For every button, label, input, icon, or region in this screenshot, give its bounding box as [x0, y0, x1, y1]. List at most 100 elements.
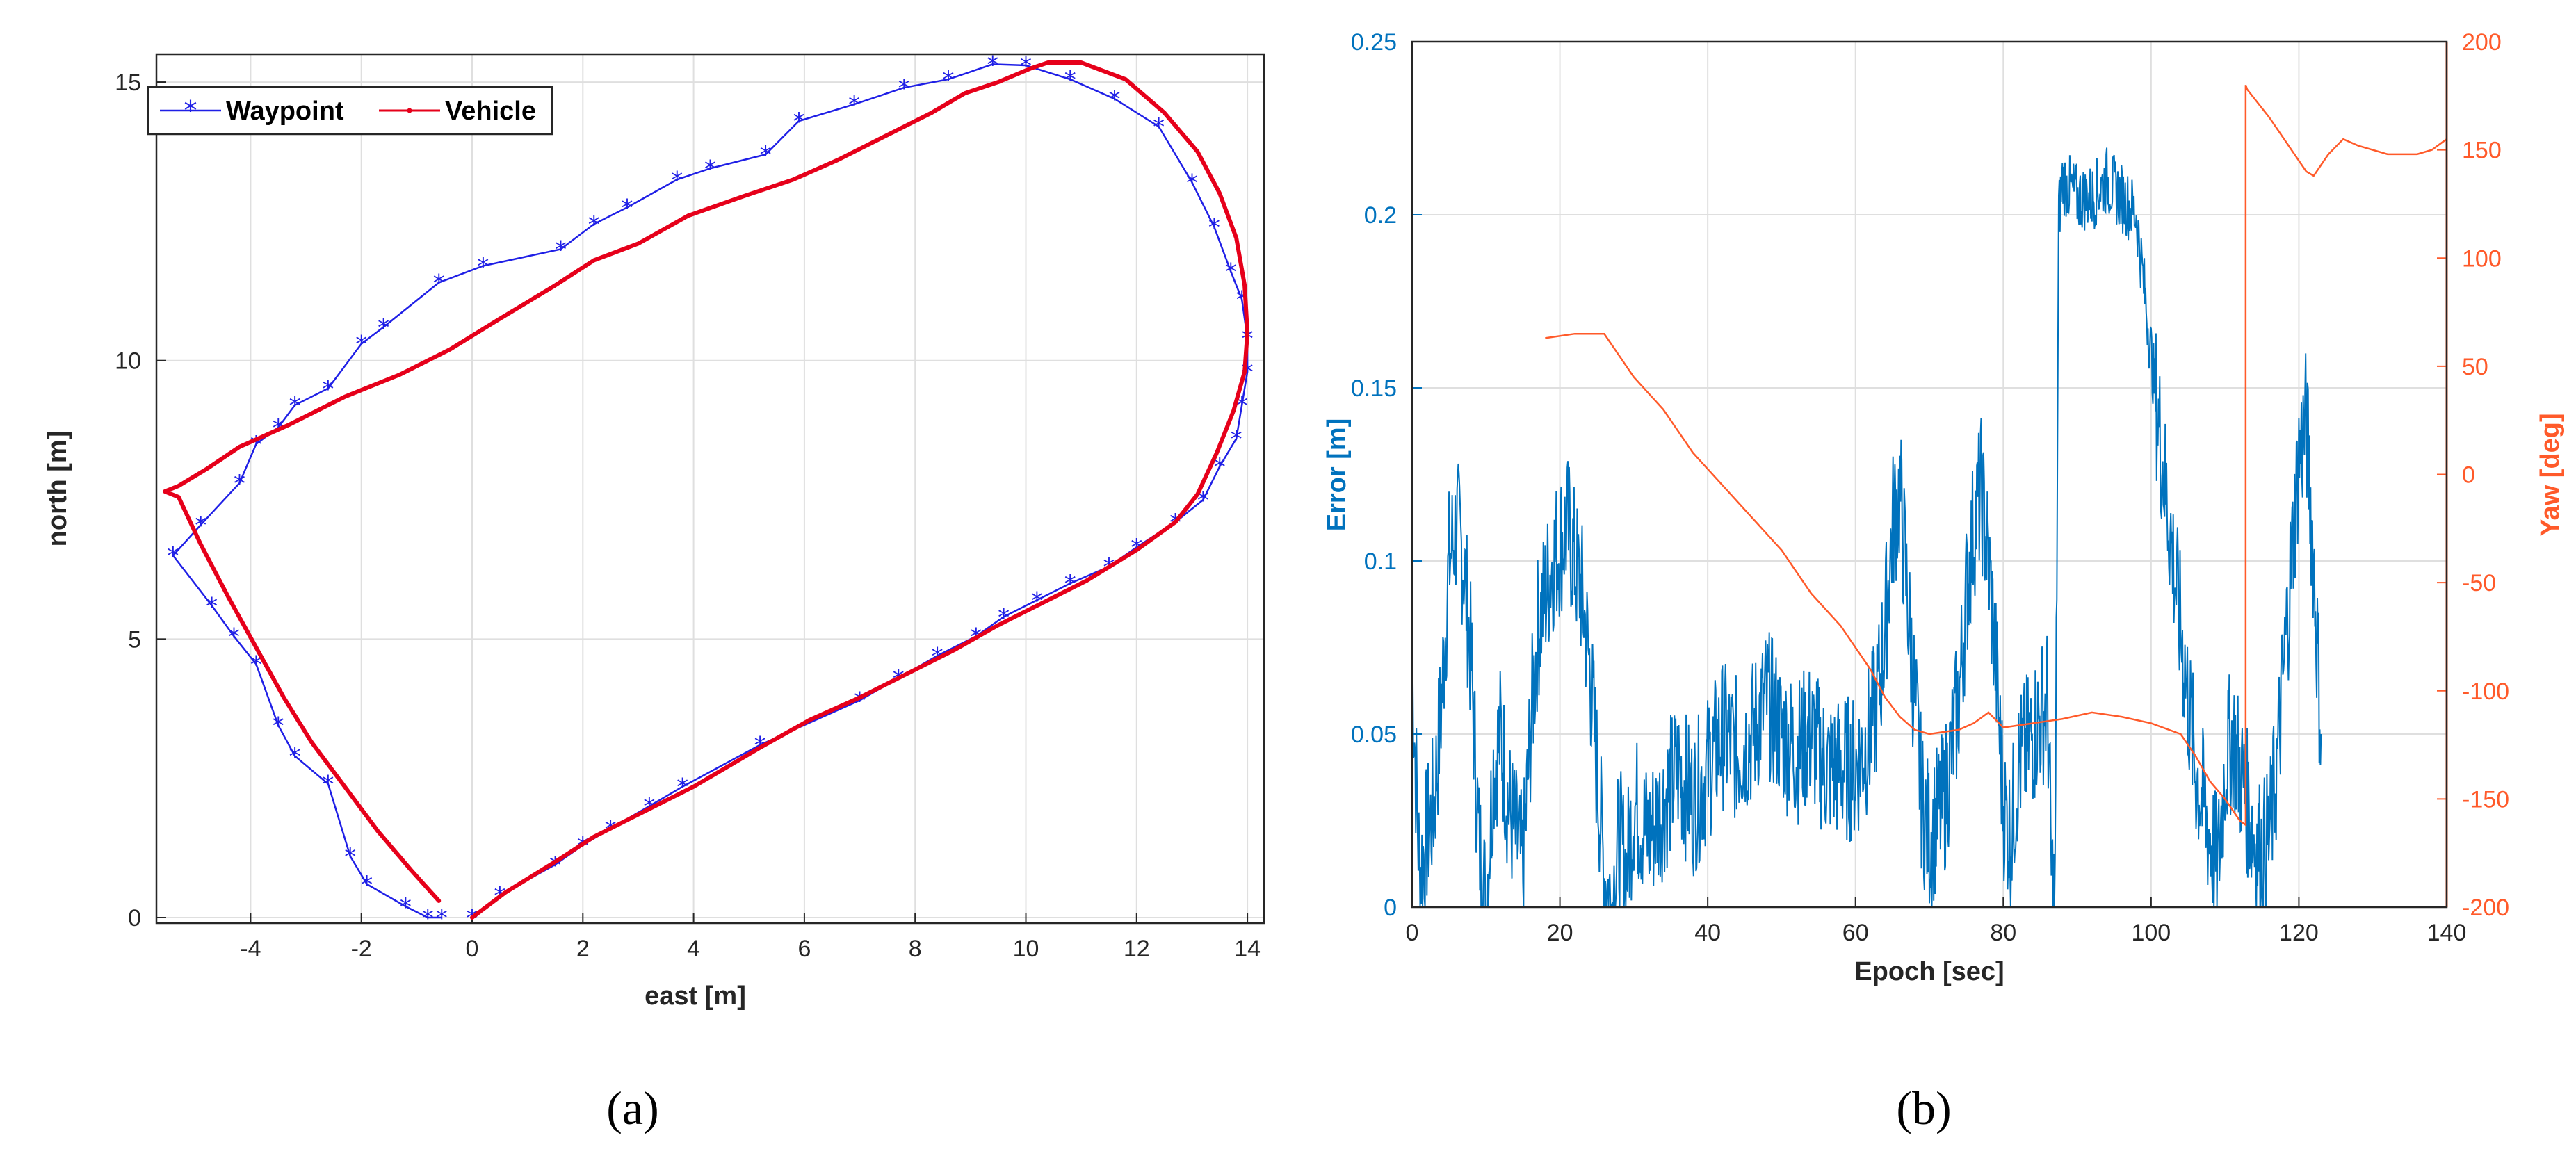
x-tick-label: 12 — [1124, 936, 1150, 962]
waypoint-marker: * — [987, 51, 998, 79]
x-tick-label: 8 — [909, 936, 922, 962]
waypoint-marker: * — [671, 166, 683, 194]
waypoint-marker: * — [322, 375, 334, 403]
waypoint-marker: * — [167, 542, 179, 570]
waypoint-marker: * — [1031, 587, 1043, 614]
x-tick-label: 0 — [1406, 920, 1419, 946]
waypoint-marker: * — [250, 431, 262, 459]
legend-vehicle-marker — [407, 108, 412, 113]
waypoint-marker: * — [361, 871, 373, 899]
y-tick-label-left: 0.15 — [1351, 375, 1397, 402]
waypoint-marker: * — [195, 512, 206, 539]
y-tick-label-right: -150 — [2462, 786, 2509, 813]
caption-a: (a) — [606, 1082, 658, 1134]
waypoint-marker: * — [206, 592, 218, 620]
y-axis-label-right: Yaw [deg] — [2536, 413, 2565, 536]
waypoint-marker: * — [1108, 86, 1120, 113]
panel-b-error-yaw-plot: 0 20 40 60 80 100 120 140 0 0.05 0.1 0.15 0.2 0.25 -20… — [1322, 29, 2565, 1134]
waypoint-marker: * — [1064, 66, 1076, 94]
y-tick-label-left: 0.25 — [1351, 29, 1397, 56]
waypoint-marker: * — [704, 155, 716, 183]
x-tick-label: 80 — [1990, 920, 2016, 946]
waypoint-marker: * — [322, 771, 334, 799]
waypoint-marker: * — [289, 392, 301, 420]
x-axis-label: east [m] — [645, 982, 746, 1011]
waypoint-marker: * — [998, 603, 1010, 631]
x-tick-label: -4 — [240, 936, 261, 962]
y-tick-label-left: 0.2 — [1364, 202, 1397, 229]
y-tick-label: 5 — [128, 626, 141, 653]
legend-waypoint-label: Waypoint — [226, 97, 344, 126]
series-vehicle-line — [162, 60, 1250, 920]
legend-vehicle-label: Vehicle — [445, 97, 536, 126]
waypoint-marker: * — [898, 74, 910, 102]
waypoint-marker: * — [436, 904, 448, 932]
waypoint-marker: * — [1214, 453, 1226, 481]
x-tick-label: 140 — [2427, 920, 2467, 946]
waypoint-marker: * — [1020, 52, 1032, 80]
x-tick-label: 60 — [1842, 920, 1869, 946]
series-yaw-line — [1545, 84, 2447, 827]
waypoint-marker: * — [622, 194, 633, 222]
waypoint-marker: * — [477, 252, 489, 280]
x-tick-label: 120 — [2279, 920, 2319, 946]
x-tick-label: 40 — [1694, 920, 1721, 946]
waypoint-marker: * — [555, 236, 567, 263]
y-tick-label-right: 150 — [2462, 138, 2502, 164]
caption-b: (b) — [1896, 1082, 1951, 1134]
y-tick-label-right: 200 — [2462, 29, 2502, 56]
waypoint-marker: * — [677, 774, 688, 801]
x-tick-label: -2 — [351, 936, 372, 962]
waypoint-marker: * — [1186, 169, 1198, 197]
waypoint-marker: * — [250, 651, 262, 678]
waypoint-marker: * — [344, 843, 356, 871]
waypoint-marker: * — [433, 270, 445, 298]
x-tick-label: 0 — [466, 936, 479, 962]
y-tick-label-left: 0.1 — [1364, 548, 1397, 575]
waypoint-marker: * — [1231, 425, 1242, 453]
waypoint-marker: * — [848, 91, 860, 119]
waypoint-marker: * — [422, 904, 434, 932]
legend-waypoint-marker: * — [184, 95, 197, 126]
y-axis-label: north [m] — [43, 431, 72, 547]
waypoint-marker: * — [942, 66, 954, 94]
y-tick-label-left: 0.05 — [1351, 722, 1397, 748]
axes-frame — [1411, 40, 2448, 909]
y-tick-label-right: -200 — [2462, 895, 2509, 921]
y-tick-label-right: -50 — [2462, 570, 2496, 596]
axes-frame — [155, 53, 1265, 925]
y-tick-label-right: -100 — [2462, 678, 2509, 705]
series-error-line — [1411, 147, 2322, 908]
x-tick-label: 14 — [1234, 936, 1261, 962]
waypoint-marker: * — [355, 331, 367, 359]
legend: * Waypoint Vehicle — [147, 86, 553, 136]
waypoint-marker: * — [289, 743, 301, 771]
waypoint-marker: * — [760, 141, 772, 169]
x-tick-label: 100 — [2131, 920, 2171, 946]
y-axis-label-left: Error [m] — [1322, 418, 1352, 532]
waypoint-marker: * — [1225, 259, 1237, 286]
waypoint-marker: * — [1153, 113, 1165, 141]
x-axis-label: Epoch [sec] — [1854, 957, 2004, 986]
waypoint-marker: * — [228, 623, 240, 651]
y-tick-label-right: 0 — [2462, 462, 2475, 489]
x-tick-label: 10 — [1013, 936, 1039, 962]
y-tick-label-left: 0 — [1384, 895, 1397, 921]
y-tick-label-right: 50 — [2462, 354, 2488, 380]
waypoint-marker: * — [1208, 213, 1220, 241]
y-tick-label-right: 100 — [2462, 245, 2502, 272]
waypoint-marker: * — [378, 314, 389, 342]
waypoint-marker: * — [588, 211, 600, 238]
y-tick-label: 15 — [115, 70, 141, 96]
x-tick-label: 2 — [576, 936, 590, 962]
y-tick-label: 10 — [115, 348, 141, 375]
x-tick-label: 20 — [1547, 920, 1573, 946]
waypoint-marker: * — [234, 470, 245, 498]
waypoint-marker: * — [400, 893, 412, 921]
x-tick-label: 4 — [687, 936, 700, 962]
waypoint-marker: * — [1064, 570, 1076, 598]
waypoint-marker: * — [273, 713, 284, 740]
x-tick-label: 6 — [797, 936, 811, 962]
